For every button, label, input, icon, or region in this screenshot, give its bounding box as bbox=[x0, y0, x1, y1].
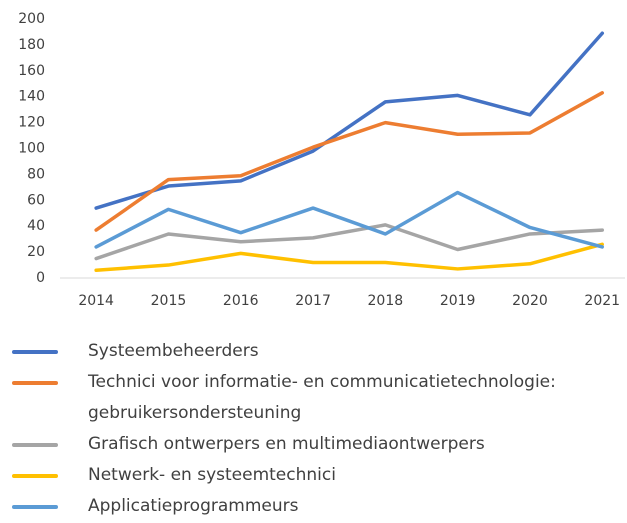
y-tick-label: 200 bbox=[18, 11, 45, 27]
series-line bbox=[94, 223, 604, 261]
x-tick-label: 2018 bbox=[368, 293, 404, 309]
y-tick-label: 100 bbox=[18, 141, 45, 157]
legend-swatch bbox=[12, 443, 58, 447]
legend-item: Grafisch ontwerpers en multimediaontwerp… bbox=[0, 429, 618, 460]
x-tick-label: 2016 bbox=[223, 293, 259, 309]
series-line bbox=[94, 242, 604, 272]
legend-swatch bbox=[12, 505, 58, 509]
legend-swatch bbox=[12, 381, 58, 385]
legend-item: Applicatieprogrammeurs bbox=[0, 491, 618, 522]
legend-swatch bbox=[12, 474, 58, 478]
series-line bbox=[94, 31, 604, 210]
legend-item: Netwerk- en systeemtechnici bbox=[0, 460, 618, 491]
legend-swatch bbox=[12, 350, 58, 354]
legend-label: Grafisch ontwerpers en multimediaontwerp… bbox=[88, 434, 485, 454]
y-tick-label: 120 bbox=[18, 115, 45, 131]
x-tick-label: 2021 bbox=[584, 293, 620, 309]
y-tick-label: 80 bbox=[27, 166, 45, 182]
legend: Systeembeheerders Technici voor informati… bbox=[0, 336, 627, 522]
y-tick-label: 140 bbox=[18, 89, 45, 105]
legend-label: Applicatieprogrammeurs bbox=[88, 496, 299, 516]
x-tick-label: 2017 bbox=[295, 293, 331, 309]
series-line bbox=[94, 190, 604, 249]
legend-label: Netwerk- en systeemtechnici bbox=[88, 465, 336, 485]
y-tick-label: 60 bbox=[27, 192, 45, 208]
x-tick-label: 2015 bbox=[151, 293, 187, 309]
legend-item: Systeembeheerders bbox=[0, 336, 618, 367]
y-tick-label: 0 bbox=[36, 270, 45, 286]
series-line bbox=[94, 91, 604, 232]
chart: 0 20 40 60 80 100 120 140 160 180 200 2014 2015 2016 2… bbox=[18, 11, 625, 309]
y-tick-label: 40 bbox=[27, 218, 45, 234]
legend-label: Technici voor informatie- en communicati… bbox=[88, 372, 556, 423]
x-tick-label: 2020 bbox=[512, 293, 548, 309]
legend-label: Systeembeheerders bbox=[88, 341, 259, 361]
y-tick-label: 20 bbox=[27, 244, 45, 260]
x-tick-label: 2019 bbox=[440, 293, 476, 309]
x-tick-label: 2014 bbox=[78, 293, 114, 309]
y-tick-label: 180 bbox=[18, 37, 45, 53]
y-tick-label: 160 bbox=[18, 63, 45, 79]
legend-item: Technici voor informatie- en communicati… bbox=[0, 367, 618, 429]
